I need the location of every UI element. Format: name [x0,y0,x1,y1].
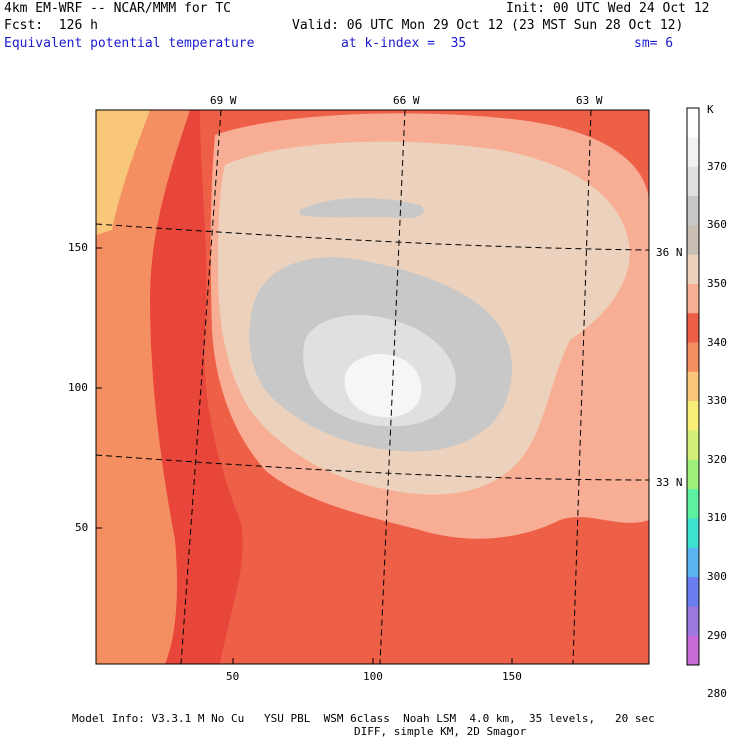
meridian-63w [572,110,592,664]
colorbar-swatch [687,254,699,285]
colorbar-swatch [687,606,699,637]
y-tick-label-150: 150 [68,241,88,254]
x-tick-label-100: 100 [363,670,383,683]
x-tick-label-50: 50 [226,670,240,683]
colorbar-swatch [687,195,699,226]
model-info: Model Info: V3.3.1 M No Cu YSU PBL WSM 6… [72,712,655,725]
model-title: 4km EM-WRF -- NCAR/MMM for TC [4,1,231,16]
colorbar-frame [686,107,700,666]
colorbar-swatch [687,430,699,461]
colorbar-swatch [687,166,699,197]
colorbar-swatch [687,577,699,607]
lat-label-33n: 33 N [656,476,683,489]
colorbar-swatch [687,108,699,138]
lon-label-63w: 63 W [576,94,603,107]
field-core [344,354,422,418]
colorbar-label-290: 290 [707,628,727,642]
valid-time: Valid: 06 UTC Mon 29 Oct 12 (23 MST Sun … [292,18,684,33]
colorbar-unit: K [707,103,714,116]
colorbar-label-320: 320 [707,452,727,466]
colorbar-swatch [687,459,699,490]
colorbar-swatch [687,518,699,549]
colorbar-swatch [687,401,699,431]
colorbar-swatch [687,371,699,402]
lon-label-69w: 69 W [210,94,237,107]
colorbar-swatch [687,283,699,314]
parallel-36n [96,223,649,251]
colorbar-label-300: 300 [707,570,727,584]
colorbar-swatch [687,342,699,373]
field-band-gray-wisp [300,198,424,219]
parallel-33n [96,454,649,481]
forecast-hour: Fcst: 126 h [4,18,98,33]
colorbar-swatch [687,313,699,344]
colorbar-swatch [687,225,699,256]
colorbar-label-330: 330 [707,394,727,408]
colorbar-label-360: 360 [707,218,727,232]
colorbar-swatch [687,635,699,666]
lon-label-66w: 66 W [393,94,420,107]
colorbar-swatch [687,137,699,168]
colorbar [686,107,700,666]
colorbar-label-350: 350 [707,276,727,290]
y-tick-label-50: 50 [75,521,89,534]
axis-ticks [96,247,513,664]
equivalent-potential-temperature-field [96,110,649,664]
meridian-69w [180,110,222,664]
colorbar-swatch [687,489,699,519]
field-name: Equivalent potential temperature [4,36,255,51]
colorbar-label-280: 280 [707,687,727,701]
field-band-nw-yellow [96,110,150,235]
k-index: at k-index = 35 [341,36,467,51]
colorbar-swatch [687,547,699,578]
x-tick-label-150: 150 [502,670,522,683]
colorbar-label-370: 370 [707,159,727,173]
init-time: Init: 00 UTC Wed 24 Oct 12 [506,1,710,16]
model-info-diffusion: DIFF, simple KM, 2D Smagor [354,725,527,738]
colorbar-label-310: 310 [707,511,727,525]
colorbar-label-340: 340 [707,335,727,349]
graticule [96,110,649,664]
meridian-66w [379,110,406,664]
lat-label-36n: 36 N [656,246,683,259]
field-band-west-orange [96,110,190,664]
y-tick-label-100: 100 [68,381,88,394]
smoothing: sm= 6 [634,36,674,51]
